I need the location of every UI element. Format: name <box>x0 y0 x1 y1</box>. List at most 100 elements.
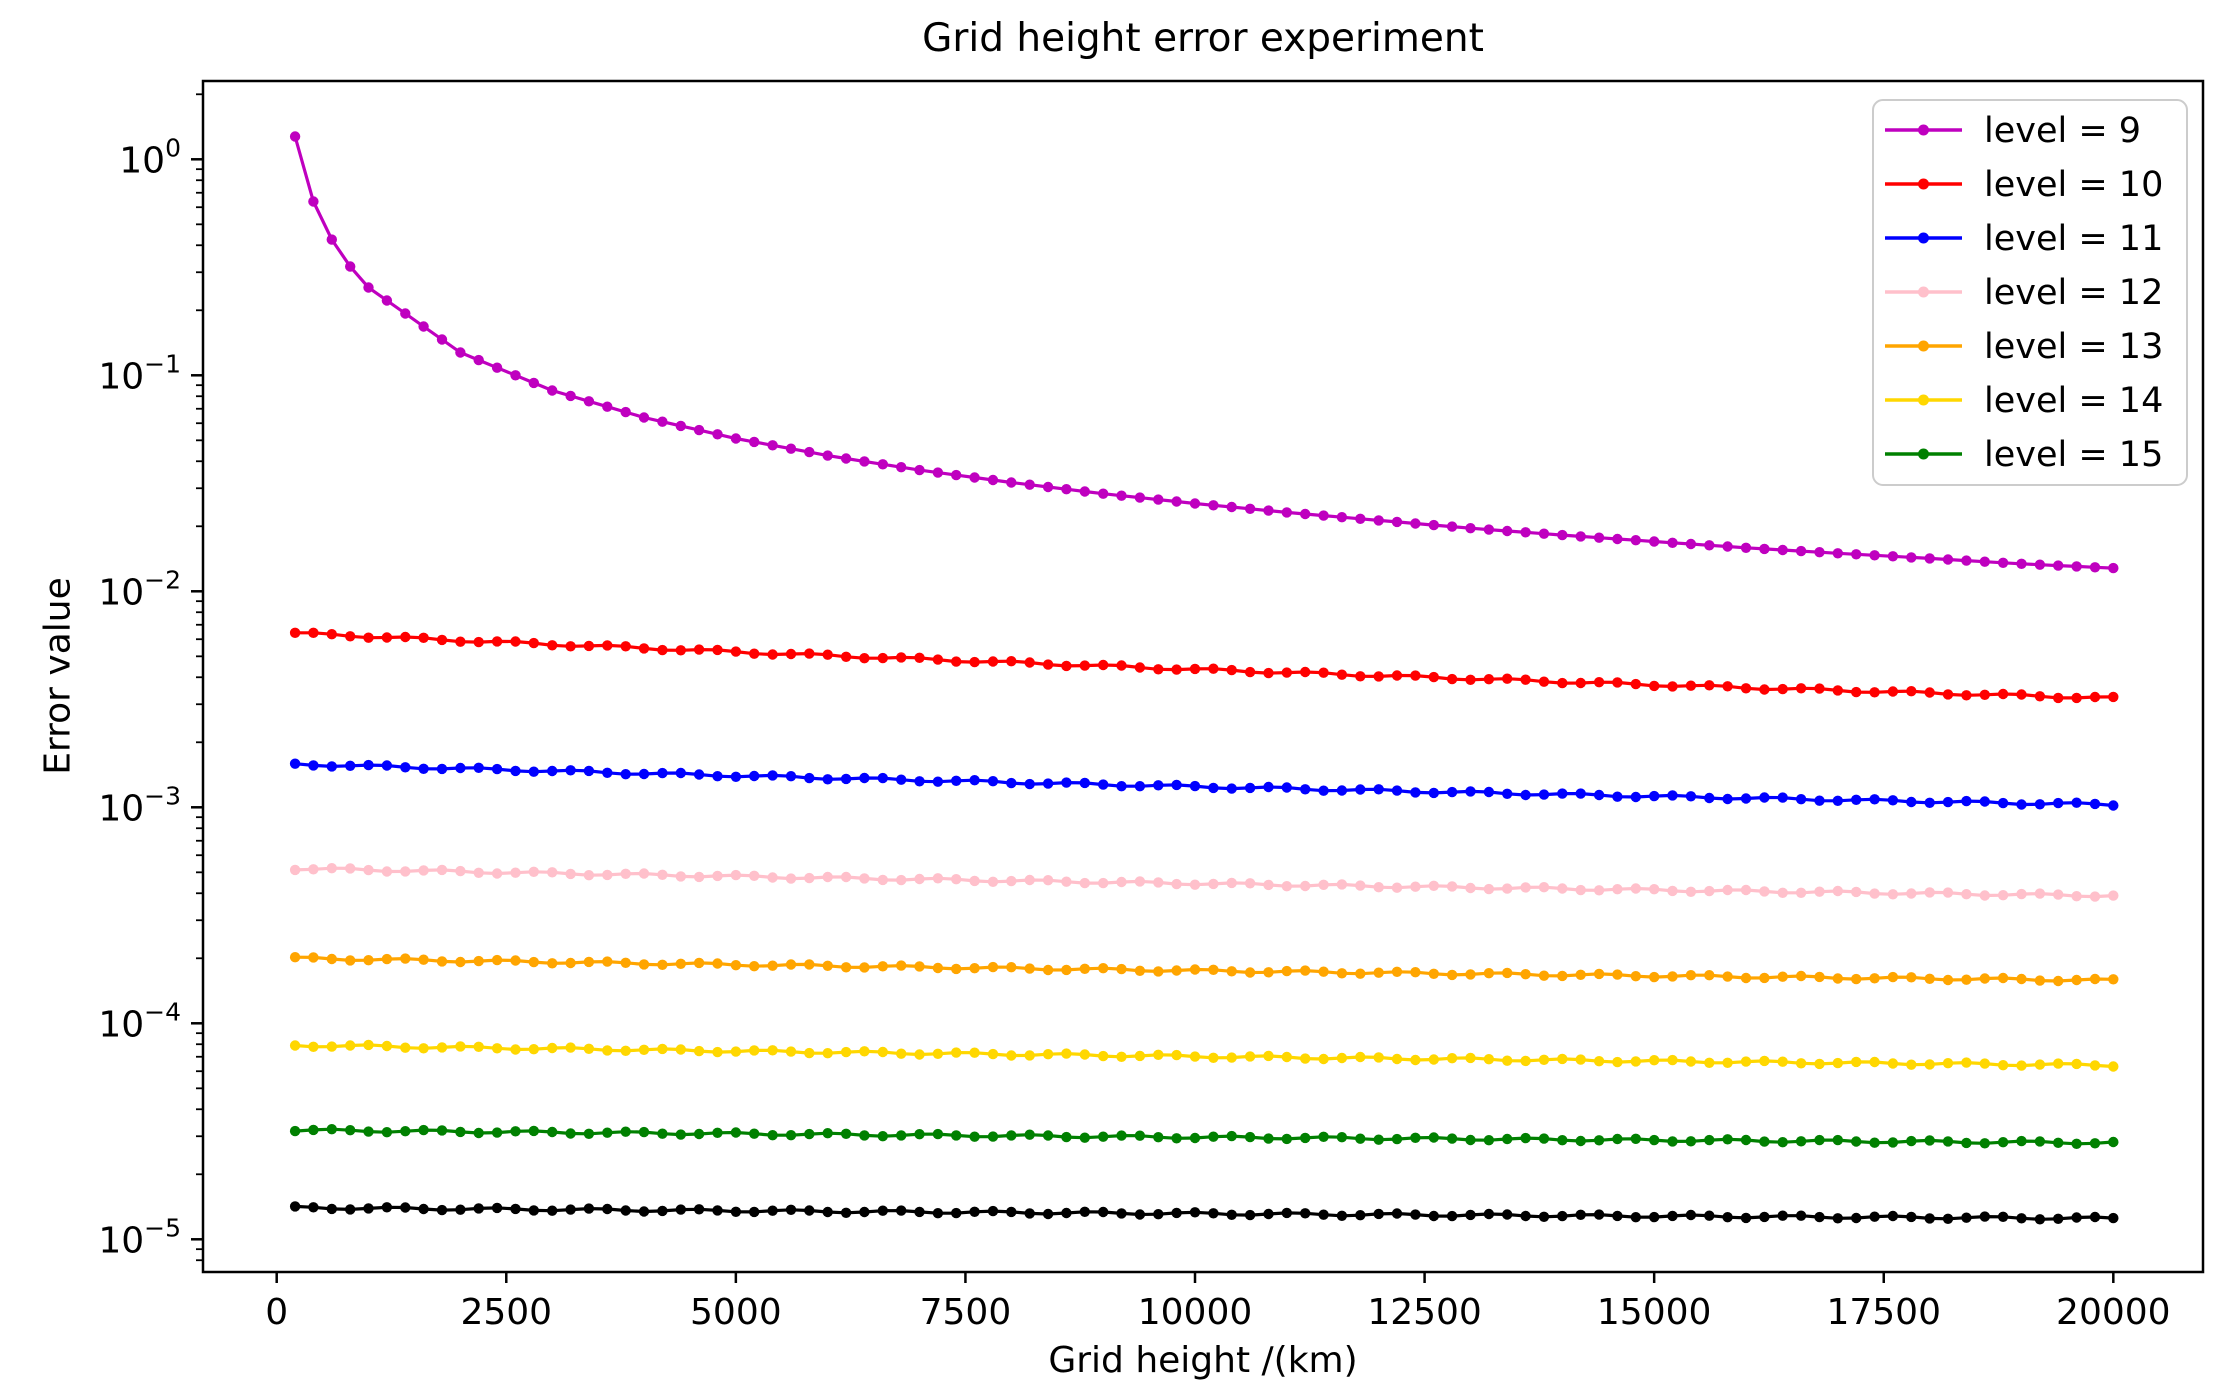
series-marker <box>565 868 576 880</box>
series-marker <box>1098 1131 1109 1142</box>
series-marker <box>528 637 539 649</box>
series-marker <box>1979 973 1991 984</box>
series-marker <box>675 958 686 969</box>
series-marker <box>2053 889 2064 900</box>
series-marker <box>638 412 650 423</box>
series-marker <box>473 1203 484 1214</box>
series-marker <box>620 641 631 652</box>
series-marker <box>804 1128 815 1140</box>
series-marker <box>345 760 356 771</box>
series-marker <box>693 1204 705 1215</box>
series-marker <box>1795 545 1807 557</box>
series-marker <box>1612 791 1623 802</box>
series-marker <box>1814 886 1825 897</box>
series-marker <box>859 772 870 784</box>
series-marker <box>2108 890 2119 901</box>
series-marker <box>1410 1132 1421 1144</box>
series-marker <box>1318 1131 1329 1143</box>
series-marker <box>2108 1061 2119 1072</box>
series-marker <box>289 131 301 142</box>
series-marker <box>1851 973 1862 985</box>
series-marker <box>1667 885 1678 897</box>
series-marker <box>932 1048 944 1060</box>
series-marker <box>1061 876 1072 887</box>
series-marker <box>1777 683 1788 695</box>
y-axis-label: Error value <box>37 577 79 775</box>
series-marker <box>1997 557 2009 568</box>
series-marker <box>547 1126 558 1138</box>
series-marker <box>730 869 742 881</box>
legend-marker-swatch <box>1918 178 1929 190</box>
series-marker <box>1997 1137 2009 1148</box>
series-marker <box>1869 1056 1880 1068</box>
series-marker <box>1722 1057 1733 1069</box>
series-marker <box>1355 784 1366 795</box>
x-tick-label: 12500 <box>1367 1292 1482 1333</box>
series-marker <box>932 467 944 478</box>
series-marker <box>1887 686 1899 697</box>
series-marker <box>914 1049 925 1060</box>
series-marker <box>289 1040 301 1051</box>
series-marker <box>436 864 448 876</box>
series-marker <box>1336 1052 1348 1064</box>
series-marker <box>693 1045 705 1057</box>
series-level11 <box>289 758 2119 811</box>
series-marker <box>1795 1136 1807 1147</box>
series-marker <box>749 961 760 972</box>
series-marker <box>1502 788 1513 799</box>
series-marker <box>657 416 668 427</box>
series-marker <box>804 648 815 659</box>
series-marker <box>896 652 907 663</box>
series-marker <box>804 1205 815 1216</box>
series-marker <box>1851 1136 1862 1147</box>
series-marker <box>785 959 797 970</box>
series-marker <box>1079 877 1091 889</box>
series-marker <box>932 1208 944 1219</box>
series-marker <box>785 443 797 454</box>
series-marker <box>620 1045 631 1057</box>
series-marker <box>987 1131 999 1142</box>
series-marker <box>1630 1056 1642 1067</box>
series-marker <box>1244 1209 1256 1221</box>
series-marker <box>1410 967 1421 978</box>
series-marker <box>1355 880 1366 891</box>
series-marker <box>1795 1058 1807 1069</box>
series-marker <box>1502 967 1513 979</box>
series-marker <box>1318 1209 1329 1220</box>
series-marker <box>712 429 723 440</box>
series-marker <box>1722 884 1733 896</box>
series-marker <box>1979 1138 1991 1149</box>
series-marker <box>1924 887 1935 898</box>
series-marker <box>1851 1056 1862 1068</box>
series-marker <box>1557 529 1568 541</box>
series-marker <box>1667 537 1678 548</box>
series-marker <box>2053 560 2064 571</box>
series-marker <box>1961 889 1972 900</box>
series-marker <box>638 1044 650 1056</box>
series-marker <box>1446 673 1458 685</box>
series-marker <box>1318 966 1329 977</box>
series-marker <box>455 347 466 358</box>
series-marker <box>1593 677 1605 688</box>
series-marker <box>1006 477 1017 488</box>
series-marker <box>528 866 539 877</box>
series-marker <box>565 1128 576 1139</box>
series-marker <box>1446 969 1458 981</box>
series-marker <box>1024 874 1035 886</box>
series-marker <box>1740 793 1752 804</box>
series-marker <box>1428 880 1440 891</box>
series-marker <box>1520 527 1531 538</box>
series-marker <box>1134 965 1146 976</box>
series-marker <box>1997 1060 2009 1071</box>
series-marker <box>1061 660 1072 672</box>
series-marker <box>326 761 337 772</box>
series-marker <box>1814 1211 1825 1223</box>
series-marker <box>1024 963 1035 974</box>
series-marker <box>767 770 778 781</box>
series-marker <box>1134 1050 1146 1062</box>
series-marker <box>1997 797 2009 809</box>
x-tick-label: 17500 <box>1826 1292 1941 1333</box>
series-marker <box>2108 800 2119 811</box>
series-marker <box>1979 1211 1991 1222</box>
series-marker <box>1336 1210 1348 1222</box>
